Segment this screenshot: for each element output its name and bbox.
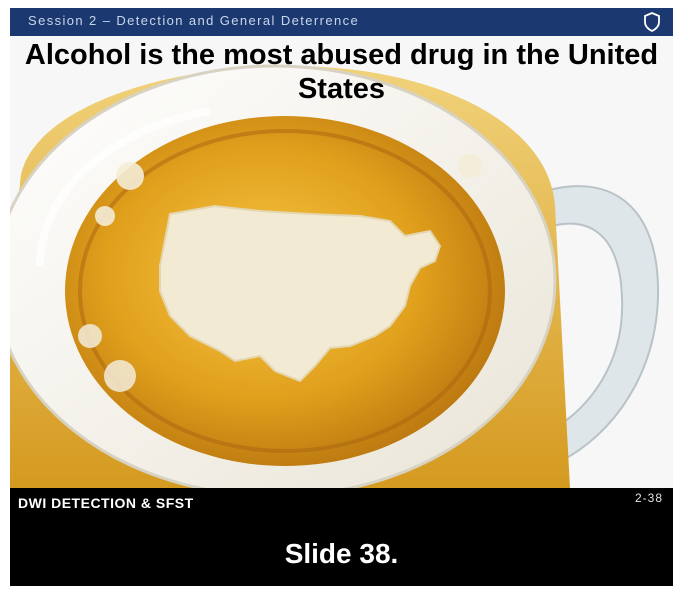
slide-number: 2-38 (634, 491, 663, 505)
beer-mug-image (10, 36, 673, 488)
shield-icon (644, 12, 660, 32)
slide-frame: Session 2 – Detection and General Deterr… (10, 8, 673, 586)
slide-caption: Slide 38. (284, 538, 399, 569)
course-footer-label: DWI DETECTION & SFST (18, 495, 194, 511)
session-title: Session 2 – Detection and General Deterr… (28, 13, 360, 28)
beer-mug-illustration (10, 36, 673, 488)
session-header-bar: Session 2 – Detection and General Deterr… (10, 8, 673, 36)
slide-headline: Alcohol is the most abused drug in the U… (24, 39, 659, 105)
